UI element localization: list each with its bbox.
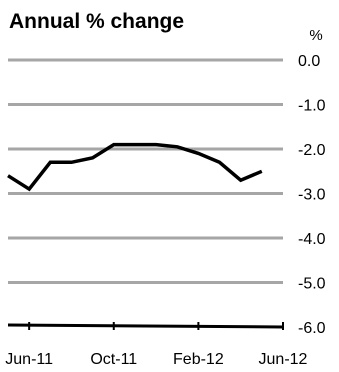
x-tick-labels: Jun-11 Oct-11 Feb-12 Jun-12 bbox=[5, 351, 307, 368]
y-tick-label: -6.0 bbox=[298, 320, 326, 337]
y-tick-label: 0.0 bbox=[298, 53, 320, 70]
x-axis bbox=[7, 322, 284, 330]
x-tick-label: Oct-11 bbox=[90, 351, 137, 368]
y-tick-label: -4.0 bbox=[298, 231, 326, 248]
x-tick-label: Feb-12 bbox=[173, 351, 224, 368]
x-axis-line bbox=[7, 323, 284, 329]
y-tick-label: -3.0 bbox=[298, 187, 326, 204]
y-tick-label: -1.0 bbox=[298, 98, 326, 115]
x-tick-label: Jun-11 bbox=[5, 351, 53, 368]
x-tick-label: Jun-12 bbox=[259, 351, 308, 368]
series-line bbox=[7, 142, 263, 192]
y-tick-label: -5.0 bbox=[298, 276, 326, 293]
series-layer bbox=[7, 142, 263, 192]
chart-title: Annual % change bbox=[9, 10, 184, 33]
y-tick-labels: 0.0 -1.0 -2.0 -3.0 -4.0 -5.0 -6.0 bbox=[298, 53, 326, 337]
y-tick-label: -2.0 bbox=[298, 142, 326, 159]
gridlines bbox=[8, 58, 283, 284]
y-axis-unit: % bbox=[309, 27, 322, 44]
